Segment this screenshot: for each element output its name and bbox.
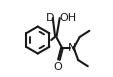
Text: D: D	[46, 13, 54, 23]
Text: OH: OH	[59, 13, 76, 23]
Text: N: N	[68, 43, 76, 53]
Text: O: O	[53, 62, 61, 72]
